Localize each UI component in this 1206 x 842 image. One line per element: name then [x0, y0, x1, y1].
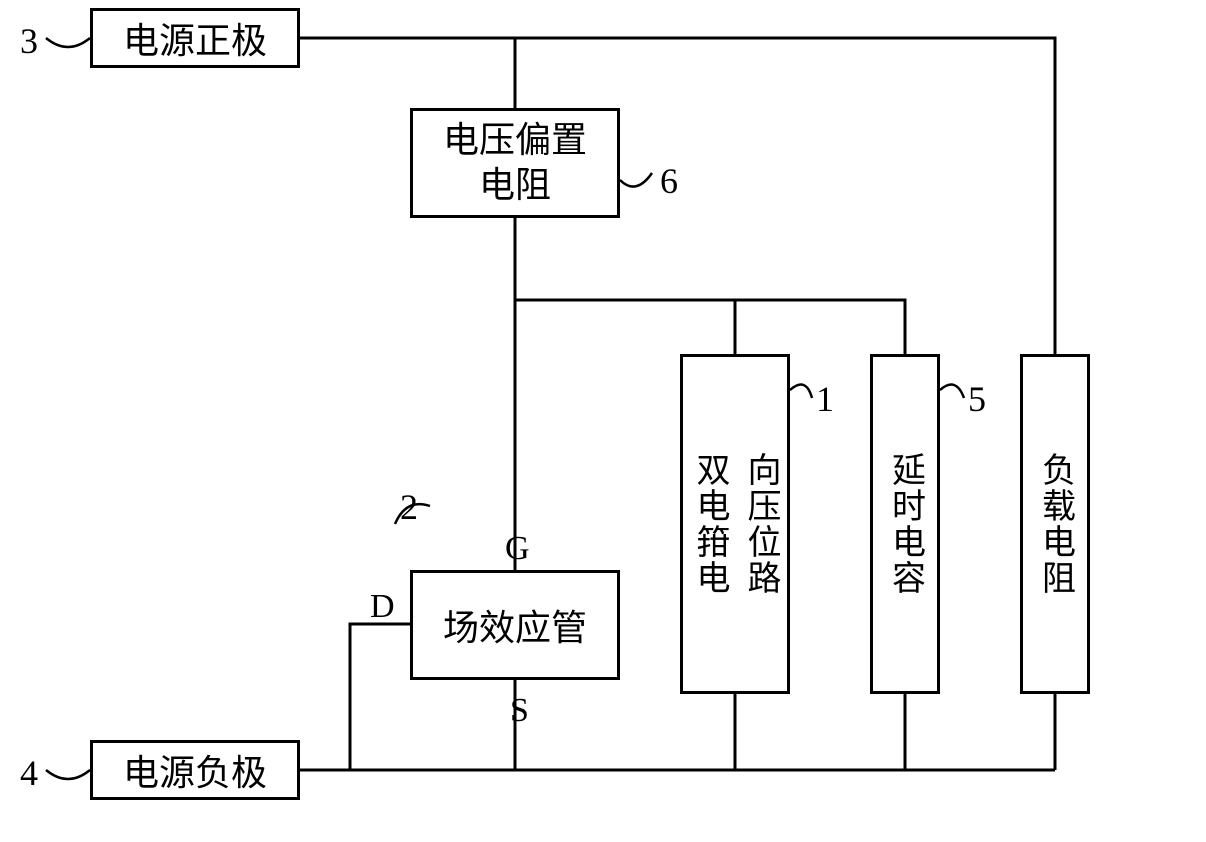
- pin-s-label: S: [510, 692, 529, 730]
- bias-resistor-label-2: 电阻: [479, 163, 551, 208]
- pin-d-label: D: [370, 588, 395, 626]
- load-res-label: 负载电阻: [1031, 452, 1080, 596]
- ref-3: 3: [20, 20, 38, 62]
- psu-negative-label: 电源负极: [123, 744, 267, 796]
- clamp-box: 双电箝电 向压位路: [680, 354, 790, 694]
- fet-box: 场效应管: [410, 570, 620, 680]
- psu-negative-box: 电源负极: [90, 740, 300, 800]
- pin-g-label: G: [505, 530, 530, 568]
- ref-6: 6: [660, 160, 678, 202]
- bias-resistor-label-1: 电压偏置: [443, 118, 587, 163]
- ref-5: 5: [968, 378, 986, 420]
- ref-1: 1: [816, 378, 834, 420]
- diagram-canvas: 电源正极 电源负极 电压偏置 电阻 场效应管 双电箝电 向压位路 延时电容 负载…: [0, 0, 1206, 842]
- ref-2: 2: [400, 486, 418, 528]
- psu-positive-box: 电源正极: [90, 8, 300, 68]
- clamp-col1: 双电箝电: [685, 452, 734, 596]
- psu-positive-label: 电源正极: [123, 12, 267, 64]
- delay-cap-box: 延时电容: [870, 354, 940, 694]
- clamp-col2: 向压位路: [736, 452, 785, 596]
- fet-label: 场效应管: [443, 599, 587, 651]
- bias-resistor-box: 电压偏置 电阻: [410, 108, 620, 218]
- load-res-box: 负载电阻: [1020, 354, 1090, 694]
- delay-cap-label: 延时电容: [881, 452, 930, 596]
- ref-4: 4: [20, 752, 38, 794]
